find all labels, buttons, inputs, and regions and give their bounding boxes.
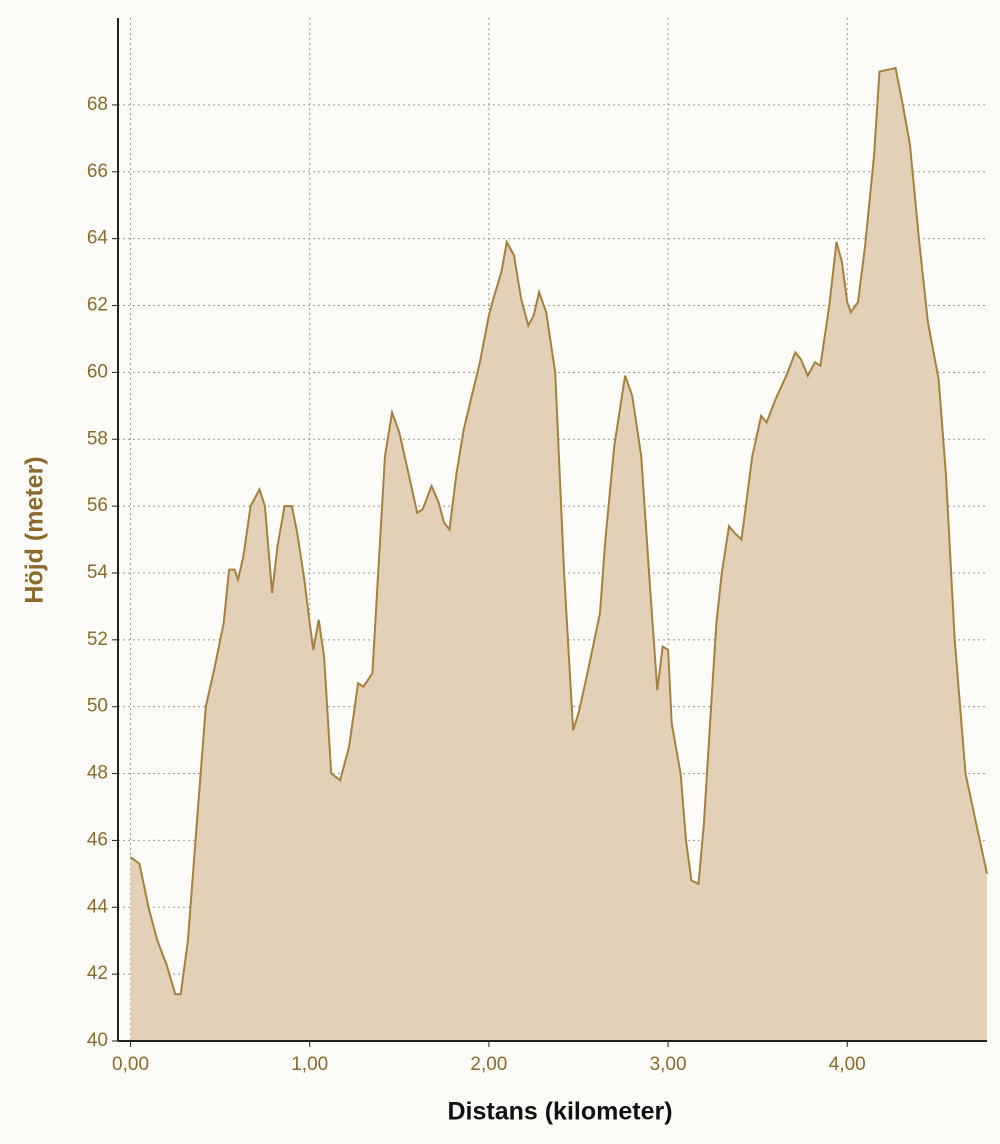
y-tick-label: 56 (87, 495, 108, 516)
y-tick-label: 44 (87, 896, 109, 917)
y-tick-label: 52 (87, 629, 108, 650)
y-tick-label: 42 (87, 963, 108, 984)
x-tick-label: 1,00 (291, 1054, 328, 1075)
y-tick-label: 66 (87, 161, 108, 182)
y-tick-label: 50 (87, 696, 108, 717)
y-tick-label: 58 (87, 428, 108, 449)
area-line (129, 66, 988, 996)
x-tick-label: 0,00 (112, 1054, 149, 1075)
y-tick-label: 40 (87, 1030, 108, 1051)
x-tick-label: 2,00 (470, 1054, 507, 1075)
y-tick-label: 64 (87, 228, 109, 249)
y-tick-label: 60 (87, 361, 108, 382)
area-fill (130, 68, 987, 1042)
x-tick-label: 3,00 (650, 1054, 687, 1075)
y-axis-title: Höjd (meter) (21, 456, 49, 603)
y-tick-label: 46 (87, 829, 108, 850)
y-tick-label: 62 (87, 295, 108, 316)
x-axis-title: Distans (kilometer) (447, 1098, 672, 1126)
y-tick-label: 54 (87, 562, 109, 583)
x-tick-label: 4,00 (829, 1054, 866, 1075)
y-tick-label: 48 (87, 763, 108, 784)
y-tick-label: 68 (87, 94, 108, 115)
